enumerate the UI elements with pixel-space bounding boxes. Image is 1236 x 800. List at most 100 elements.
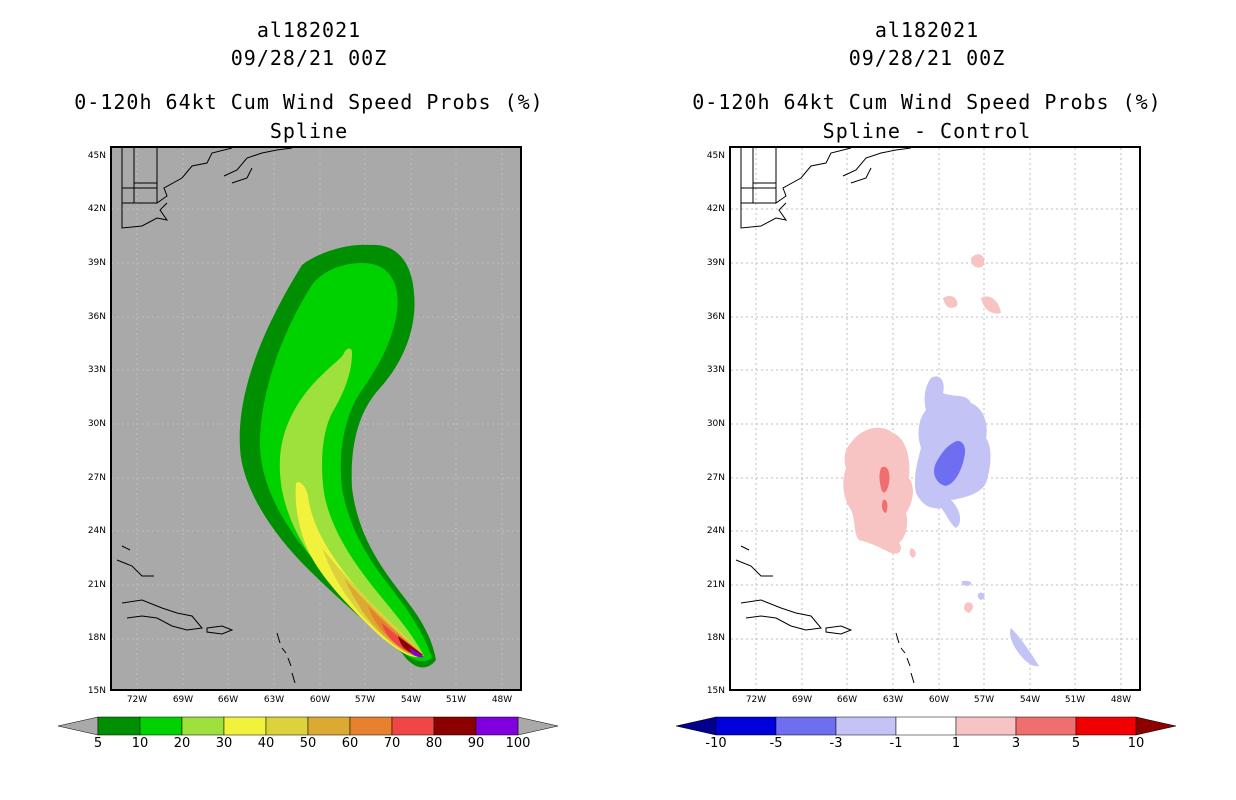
lat-label: 21N	[87, 580, 106, 590]
colorbar-label: 1	[951, 736, 961, 751]
lon-label: 72W	[126, 695, 148, 705]
colorbar-label: 90	[467, 736, 485, 751]
lon-label: 60W	[928, 695, 950, 705]
product-title: 0-120h 64kt Cum Wind Speed Probs (%)	[74, 90, 544, 114]
colorbar-label: -10	[705, 736, 727, 751]
coastlines	[116, 148, 296, 684]
lat-label: 21N	[706, 580, 725, 590]
colorbar-swatch	[955, 716, 1017, 736]
colorbar-swatch	[475, 716, 519, 736]
lat-label: 27N	[706, 473, 725, 483]
lat-label: 27N	[87, 473, 106, 483]
lat-label: 42N	[706, 204, 725, 214]
lat-label: 33N	[706, 365, 725, 375]
lon-label: 69W	[791, 695, 813, 705]
diff-contour-pos-1	[843, 427, 913, 554]
colorbar-label: 30	[215, 736, 233, 751]
prob-contour-40	[322, 548, 424, 657]
colorbar-swatch	[307, 716, 351, 736]
colorbar-label: 60	[341, 736, 359, 751]
lat-label: 45N	[87, 151, 106, 161]
lat-label: 45N	[706, 151, 725, 161]
lon-label: 72W	[745, 695, 767, 705]
lat-label: 39N	[87, 258, 106, 268]
colorbar-label: 20	[173, 736, 191, 751]
difference-map	[729, 146, 1141, 691]
lat-label: 15N	[87, 686, 106, 696]
lat-label: 39N	[706, 258, 725, 268]
colorbar-label: -5	[769, 736, 783, 751]
colorbar-swatch	[349, 716, 393, 736]
lon-label: 63W	[263, 695, 285, 705]
colorbar-label: 5	[93, 736, 103, 751]
colorbar-label: 5	[1071, 736, 1081, 751]
colorbar-label: -3	[829, 736, 843, 751]
right-panel: al182021 09/28/21 00Z 0-120h 64kt Cum Wi…	[618, 0, 1236, 800]
colorbar-swatch	[265, 716, 309, 736]
colorbar-swatch	[391, 716, 435, 736]
diff-contour-pos-3	[879, 466, 890, 513]
lat-label: 18N	[706, 633, 725, 643]
lon-label: 54W	[400, 695, 422, 705]
lon-label: 60W	[309, 695, 331, 705]
colorbar-swatch	[775, 716, 837, 736]
storm-id-title: al182021	[874, 18, 980, 42]
probability-map-canvas	[112, 148, 520, 689]
colorbar-swatch	[433, 716, 477, 736]
colorbar-swatch	[1075, 716, 1137, 736]
colorbar-swatch	[715, 716, 777, 736]
prob-contour-10	[260, 263, 432, 662]
product-title: 0-120h 64kt Cum Wind Speed Probs (%)	[692, 90, 1162, 114]
colorbar-left-end	[58, 716, 99, 736]
lon-label: 51W	[445, 695, 467, 705]
diff-contour-neg-3	[934, 441, 966, 486]
colorbar-swatch	[97, 716, 141, 736]
colorbar-label: 80	[425, 736, 443, 751]
colorbar-swatch	[139, 716, 183, 736]
lat-label: 42N	[87, 204, 106, 214]
lon-label: 54W	[1019, 695, 1041, 705]
prob-contour-60	[368, 606, 424, 657]
colorbar-swatch	[835, 716, 897, 736]
colorbar-label: 10	[131, 736, 149, 751]
prob-contour-90	[410, 648, 424, 658]
diff-contour-neg-1b	[961, 580, 1039, 667]
colorbar-label: 3	[1011, 736, 1021, 751]
lat-label: 36N	[706, 312, 725, 322]
lon-label: 51W	[1064, 695, 1086, 705]
grid-lines	[112, 148, 520, 689]
colorbar-right-end	[1135, 716, 1176, 736]
lat-label: 24N	[87, 526, 106, 536]
datetime-title: 09/28/21 00Z	[230, 46, 388, 70]
grid-lines	[731, 148, 1139, 689]
lat-label: 30N	[706, 419, 725, 429]
lon-label: 66W	[217, 695, 239, 705]
lon-label: 63W	[882, 695, 904, 705]
lon-label: 48W	[1110, 695, 1132, 705]
lat-label: 24N	[706, 526, 725, 536]
lat-label: 33N	[87, 365, 106, 375]
probability-map	[110, 146, 522, 691]
colorbar-swatch	[895, 716, 957, 736]
colorbar-label: 70	[383, 736, 401, 751]
colorbar-label: -1	[889, 736, 903, 751]
lat-label: 15N	[706, 686, 725, 696]
lon-label: 57W	[354, 695, 376, 705]
difference-map-canvas	[731, 148, 1139, 689]
lon-label: 69W	[172, 695, 194, 705]
colorbar	[58, 716, 558, 736]
colorbar-swatch	[181, 716, 225, 736]
coastlines	[735, 148, 915, 684]
subtitle: Spline - Control	[822, 119, 1032, 143]
lon-label: 66W	[836, 695, 858, 705]
lat-label: 18N	[87, 633, 106, 643]
subtitle: Spline	[269, 119, 349, 143]
lat-label: 36N	[87, 312, 106, 322]
colorbar-label: 50	[299, 736, 317, 751]
left-panel: al182021 09/28/21 00Z 0-120h 64kt Cum Wi…	[58, 18, 558, 751]
colorbar-label: 100	[505, 736, 531, 751]
colorbar-swatch	[1015, 716, 1077, 736]
colorbar	[676, 716, 1176, 736]
colorbar-left-end	[676, 716, 717, 736]
lon-label: 48W	[491, 695, 513, 705]
